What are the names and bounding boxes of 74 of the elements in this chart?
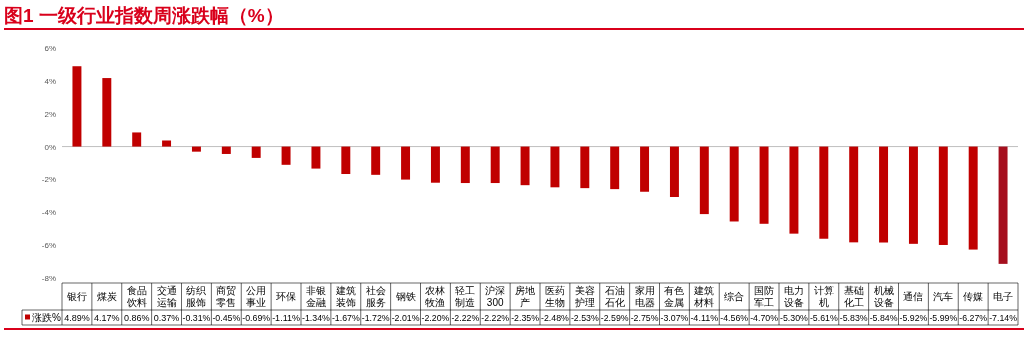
x-tick-label: 公用事业: [246, 285, 267, 308]
x-tick-label: 纺织服饰: [186, 285, 207, 308]
y-tick-label: -6%: [41, 241, 56, 251]
y-tick-label: -8%: [41, 274, 56, 283]
data-label: -2.75%: [630, 313, 659, 323]
title: 图1 一级行业指数周涨跌幅（%）: [4, 5, 284, 26]
y-tick-label: -4%: [41, 208, 56, 218]
x-tick-label: 医药生物: [544, 285, 565, 308]
x-tick-label: 机械设备: [873, 285, 894, 308]
data-label: -2.20%: [421, 313, 450, 323]
x-tick-label: 国防军工: [754, 285, 775, 308]
y-tick-label: 2%: [44, 109, 56, 119]
x-tick-label: 电子: [993, 291, 1014, 302]
x-tick-label: 钢铁: [394, 291, 416, 302]
data-label: -5.30%: [780, 313, 809, 323]
y-tick-label: 0%: [44, 142, 56, 152]
data-label: -4.11%: [690, 313, 719, 323]
data-label: -1.34%: [302, 313, 331, 323]
data-label: 4.89%: [64, 313, 90, 323]
legend-label: 涨跌%: [32, 312, 61, 323]
x-tick-label: 社会服务: [365, 285, 386, 308]
x-tick-label: 计算机: [813, 285, 834, 308]
x-tick-label: 基础化工: [843, 285, 864, 308]
data-label: -5.99%: [929, 313, 958, 323]
x-tick-label: 房地产: [515, 285, 536, 308]
x-tick-label: 家用电器: [634, 285, 655, 308]
data-label: -5.83%: [839, 313, 868, 323]
x-tick-label: 电力设备: [783, 285, 804, 308]
x-tick-label: 环保: [276, 291, 297, 302]
x-tick-label: 汽车: [933, 291, 954, 302]
data-label: 4.17%: [94, 313, 120, 323]
data-label: -2.53%: [570, 313, 599, 323]
data-label: -3.07%: [660, 313, 689, 323]
x-tick-label: 农林牧渔: [425, 285, 446, 308]
data-label: -5.84%: [869, 313, 898, 323]
x-tick-label: 有色金属: [664, 285, 685, 308]
x-tick-label: 非银金融: [305, 285, 326, 308]
x-tick-label: 轻工制造: [455, 285, 476, 308]
data-label: -1.11%: [272, 313, 300, 323]
data-label: 0.86%: [123, 313, 150, 323]
x-tick-label: 沪深300: [485, 285, 506, 308]
x-tick-label: 银行: [65, 291, 87, 302]
x-tick-label: 建筑装饰: [334, 285, 356, 308]
data-label: -0.45%: [212, 313, 241, 323]
data-label: -2.22%: [481, 313, 510, 323]
data-label: -4.70%: [750, 313, 779, 323]
x-tick-label: 煤炭: [96, 291, 117, 302]
x-tick-label: 交通运输: [156, 285, 177, 308]
data-label: 0.37%: [153, 313, 180, 323]
data-label: -5.92%: [899, 313, 928, 323]
x-tick-label: 商贸零售: [216, 285, 237, 308]
data-label: -2.35%: [511, 313, 540, 323]
data-label: -4.56%: [720, 313, 749, 323]
y-tick-label: 6%: [44, 44, 56, 53]
x-tick-label: 食品饮料: [125, 285, 147, 308]
data-label: -2.01%: [391, 313, 420, 323]
y-tick-label: 4%: [44, 76, 56, 86]
x-tick-label: 传媒: [963, 291, 984, 302]
x-tick-label: 综合: [724, 291, 745, 302]
y-tick-label: -2%: [41, 175, 56, 185]
data-label: -6.27%: [959, 313, 988, 323]
data-label: -2.59%: [600, 313, 629, 323]
data-label: -0.31%: [182, 313, 211, 323]
data-label: -7.14%: [989, 313, 1018, 323]
data-label: -2.48%: [541, 313, 570, 323]
x-tick-label: 通信: [903, 291, 924, 302]
data-label: -1.67%: [331, 313, 360, 323]
x-tick-label: 美容护理: [573, 285, 595, 308]
x-tick-label: 石油石化: [604, 285, 625, 308]
x-tick-label: 建筑材料: [693, 285, 715, 308]
data-label: -2.22%: [451, 313, 480, 323]
data-label: -0.69%: [242, 313, 271, 323]
data-label: -5.61%: [809, 313, 838, 323]
data-label: -1.72%: [361, 313, 390, 323]
